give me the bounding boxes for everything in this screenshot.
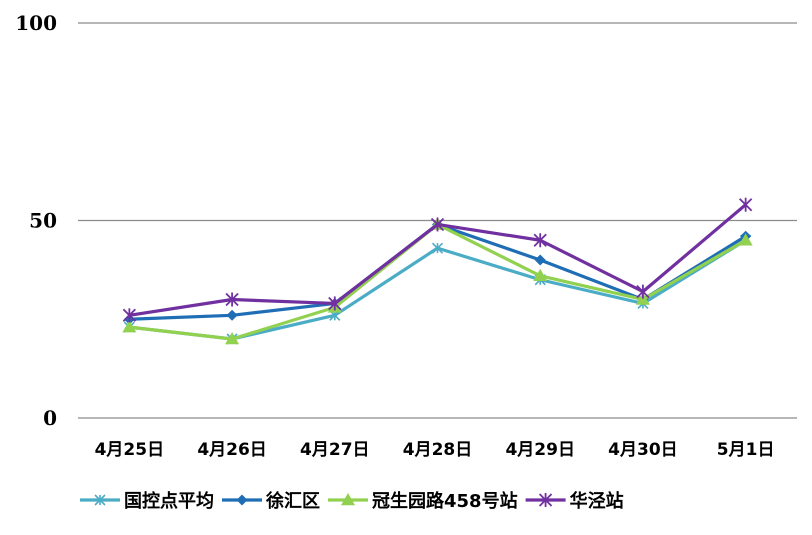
- x-tick-label: 4月29日: [505, 440, 575, 460]
- data-point: [225, 332, 240, 345]
- y-tick-label: 100: [15, 11, 57, 35]
- series-line: [129, 238, 747, 341]
- y-axis-ticks: 0 50 100: [15, 11, 57, 430]
- legend-item: 华泾站: [525, 490, 624, 512]
- data-point: [328, 296, 342, 311]
- legend-item: 冠生园路458号站: [328, 490, 518, 512]
- data-point: [533, 268, 548, 282]
- data-point: [534, 254, 546, 266]
- data-point: [635, 292, 650, 305]
- data-point: [225, 292, 239, 307]
- series-line: [129, 222, 747, 321]
- data-point: [636, 284, 650, 299]
- legend-swatch-marker: [538, 493, 553, 507]
- x-tick-label: 4月28日: [403, 440, 473, 460]
- data-point: [738, 233, 753, 246]
- legend-item: 国控点平均: [80, 490, 214, 512]
- y-tick-label: 50: [29, 209, 57, 233]
- x-axis-ticks: 4月25日 4月26日 4月27日 4月28日 4月29日 4月30日 5月1日: [95, 440, 775, 460]
- x-tick-label: 4月25日: [95, 440, 165, 460]
- legend-label: 国控点平均: [124, 490, 214, 512]
- legend-label: 华泾站: [570, 490, 624, 512]
- data-point: [226, 309, 238, 321]
- data-point: [122, 308, 136, 323]
- legend: 国控点平均 徐汇区 冠生园路458号站 华泾站: [80, 490, 624, 512]
- legend-label: 冠生园路458号站: [372, 490, 518, 512]
- data-point: [533, 233, 547, 248]
- legend-item: 徐汇区: [222, 490, 320, 512]
- legend-swatch-marker: [341, 493, 355, 506]
- x-tick-label: 4月26日: [197, 440, 267, 460]
- legend-label: 徐汇区: [265, 490, 320, 512]
- y-tick-label: 0: [43, 406, 57, 430]
- legend-swatch-marker: [236, 494, 248, 506]
- legend-swatch-marker: [94, 494, 106, 506]
- data-point: [430, 217, 445, 232]
- series-2: [123, 218, 752, 325]
- data-point: [122, 320, 137, 333]
- series-4: [122, 197, 753, 323]
- x-tick-label: 5月1日: [717, 440, 775, 460]
- data-point: [431, 242, 444, 254]
- x-tick-label: 4月30日: [608, 440, 678, 460]
- data-point: [739, 197, 753, 212]
- x-tick-label: 4月27日: [300, 440, 370, 460]
- series-layer: [122, 197, 753, 345]
